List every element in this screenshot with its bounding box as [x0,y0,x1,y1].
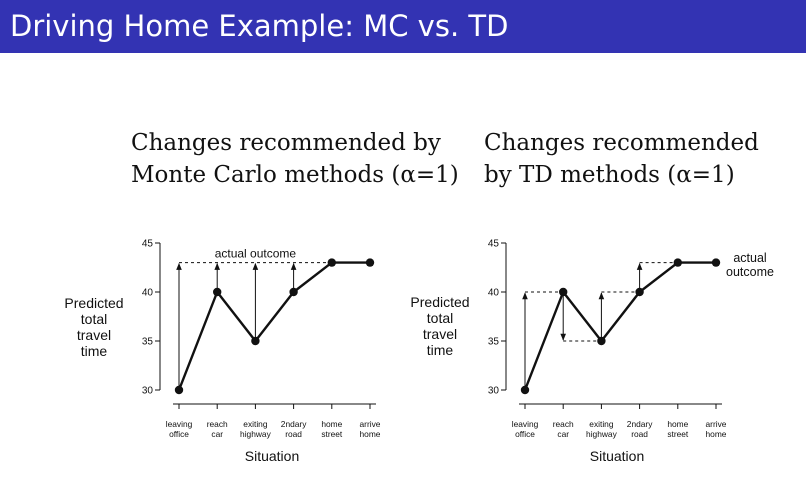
mc-y-axis-label: Predicted total travel time [39,295,149,359]
mc-panel-title-line-2: Monte Carlo methods (α=1) [131,162,459,188]
td-actual-outcome-label: actual [733,251,766,265]
td-category-label-line: leaving [512,419,539,429]
mc-y-axis-label-line: time [80,343,108,359]
td-category-label-line: street [667,429,689,439]
td-y-axis-label-line: Predicted [410,294,470,310]
mc-category-label-line: home [360,429,381,439]
mc-category-label-line: home [321,419,342,429]
mc-y-tick-label: 35 [142,337,154,348]
td-data-point [673,258,682,267]
td-y-tick: 30 [488,386,506,397]
td-y-axis-label: Predicted total travel time [385,294,495,358]
td-y-axis-label-line: travel [422,326,458,342]
td-category-label-line: reach [553,419,574,429]
td-y-tick: 35 [488,337,506,348]
mc-y-axis-label-line: Predicted [64,295,124,311]
td-category-label-line: car [557,429,569,439]
mc-y-tick: 30 [142,386,160,397]
td-category-label-line: arrive [706,419,727,429]
mc-x-axis-label: Situation [245,448,299,464]
mc-data-point [251,336,260,346]
mc-y-tick-label: 40 [142,288,154,299]
td-category-label-line: highway [586,429,618,439]
mc-category-label-line: leaving [166,419,193,429]
mc-y-tick-label: 30 [142,386,154,397]
mc-category-label-line: arrive [360,419,381,429]
td-data-point [520,385,530,395]
td-y-tick: 40 [488,288,506,299]
td-data-point [597,336,606,346]
td-panel-title-line-1: Changes recommended [484,130,759,156]
td-series-line [523,261,716,391]
mc-panel-title-line-1: Changes recommended by [131,130,441,156]
mc-data-point [174,385,184,395]
mc-data-point [327,258,336,267]
mc-actual-outcome-label: actual outcome [215,247,297,261]
mc-y-tick: 35 [142,337,160,348]
mc-series-line [177,261,370,391]
td-actual-outcome-label: outcome [726,265,774,279]
mc-y-tick-label: 45 [142,239,154,250]
mc-y-tick: 45 [142,239,160,250]
td-category-label-line: home [667,419,688,429]
mc-category-label-line: 2ndary [281,419,307,429]
mc-y-axis-label-line: total [80,311,108,327]
mc-y-axis-label-line: travel [76,327,112,343]
td-y-tick-label: 45 [488,239,500,250]
td-y-tick-label: 30 [488,386,500,397]
td-y-axis-label-line: time [426,342,454,358]
td-category-label-line: home [706,429,727,439]
mc-data-point [213,287,222,297]
td-data-point [635,287,644,297]
td-category-label-line: road [631,429,648,439]
mc-category-label-line: reach [207,419,228,429]
td-y-tick: 45 [488,239,506,250]
td-y-tick-label: 40 [488,288,500,299]
td-category-label-line: office [515,429,535,439]
td-category-label-line: exiting [589,419,614,429]
td-category-label-line: 2ndary [627,419,653,429]
mc-category-label-line: car [211,429,223,439]
td-y-axis-label-line: total [426,310,454,326]
td-data-point [711,258,721,267]
mc-category-label-line: street [321,429,343,439]
td-panel-title-line-2: by TD methods (α=1) [484,162,735,188]
mc-data-point [365,258,375,267]
mc-category-label-line: exiting [243,419,268,429]
td-x-axis-label: Situation [590,448,644,464]
mc-data-point [289,287,298,297]
mc-y-tick: 40 [142,288,160,299]
td-y-tick-label: 35 [488,337,500,348]
td-data-point [559,287,568,297]
mc-category-label-line: road [285,429,302,439]
mc-category-label-line: office [169,429,189,439]
slide-title-bar: Driving Home Example: MC vs. TD [0,0,806,53]
mc-category-label-line: highway [240,429,272,439]
slide-title: Driving Home Example: MC vs. TD [10,9,509,43]
